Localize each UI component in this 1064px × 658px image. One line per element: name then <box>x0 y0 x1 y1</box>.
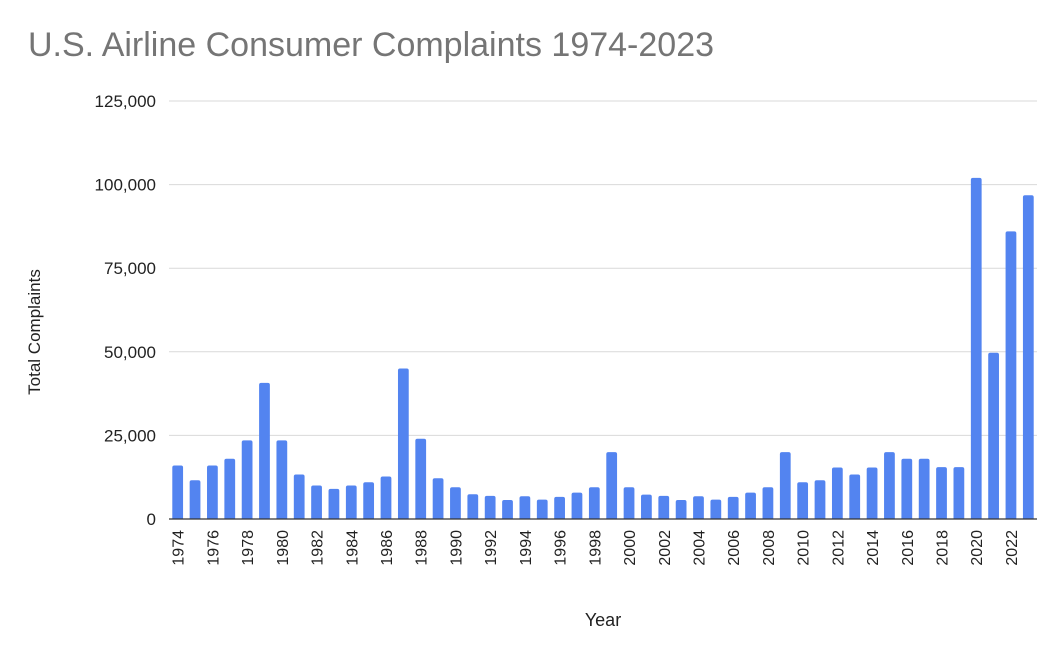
chart-title: U.S. Airline Consumer Complaints 1974-20… <box>28 26 715 64</box>
bar-2019 <box>953 467 965 519</box>
bar-2000 <box>623 487 635 519</box>
x-tick-label: 2018 <box>935 530 952 566</box>
y-tick-label: 100,000 <box>95 176 156 195</box>
x-tick-label: 2006 <box>726 530 743 566</box>
x-tick-label: 1992 <box>483 530 500 566</box>
x-tick-label: 2010 <box>796 530 813 566</box>
x-tick-label: 1998 <box>587 530 604 566</box>
x-axis-title: Year <box>584 610 622 630</box>
bar-2018 <box>936 467 947 519</box>
bar-1993 <box>502 499 513 519</box>
x-tick-label: 2008 <box>761 530 778 566</box>
bar-2005 <box>710 499 722 519</box>
x-tick-label: 1988 <box>414 530 431 566</box>
bar-2010 <box>797 482 809 519</box>
x-tick-label: 1978 <box>240 530 257 566</box>
bar-1990 <box>450 487 461 519</box>
bar-2012 <box>831 467 843 519</box>
bar-1979 <box>259 382 270 519</box>
bar-1997 <box>571 492 583 519</box>
x-tick-label: 2014 <box>865 530 882 566</box>
bar-2006 <box>727 496 739 519</box>
bar-2021 <box>988 352 999 519</box>
bar-1995 <box>536 499 548 519</box>
y-tick-label: 75,000 <box>104 259 156 278</box>
x-tick-label: 1984 <box>344 530 361 566</box>
bar-1998 <box>588 487 600 519</box>
x-tick-label: 2000 <box>622 530 639 566</box>
x-tick-label: 1976 <box>205 530 222 566</box>
x-tick-label: 2020 <box>969 530 986 566</box>
x-tick-label: 1974 <box>171 530 188 566</box>
bar-2002 <box>658 495 670 519</box>
bar-1983 <box>328 488 340 519</box>
bar-1980 <box>276 440 288 519</box>
bar-1977 <box>224 458 236 519</box>
x-tick-label: 1994 <box>518 530 535 566</box>
x-tick-label: 2012 <box>830 530 847 566</box>
bar-2014 <box>866 467 878 519</box>
bar-2013 <box>849 474 861 519</box>
bar-1986 <box>380 476 392 519</box>
bar-2016 <box>901 458 913 519</box>
bar-1991 <box>467 494 479 519</box>
x-tick-label: 1986 <box>379 530 396 566</box>
bar-2009 <box>779 452 791 519</box>
bar-1974 <box>172 465 184 519</box>
bar-2001 <box>641 494 652 519</box>
bar-2007 <box>745 492 756 519</box>
bar-1981 <box>293 474 305 519</box>
bar-2004 <box>693 496 704 519</box>
y-tick-label: 0 <box>147 510 156 529</box>
bar-1994 <box>519 496 531 519</box>
bar-1996 <box>554 496 565 519</box>
bar-1976 <box>207 465 218 519</box>
bar-1975 <box>189 480 201 519</box>
bar-1999 <box>606 452 618 519</box>
x-tick-label: 1982 <box>310 530 327 566</box>
x-tick-label: 2004 <box>691 530 708 566</box>
x-tick-label: 2016 <box>900 530 917 566</box>
bar-2015 <box>884 452 895 519</box>
bar-1989 <box>432 478 444 519</box>
bar-2017 <box>918 458 930 519</box>
bar-2020 <box>970 177 982 520</box>
bar-2008 <box>762 487 774 519</box>
bar-2022 <box>1005 231 1017 519</box>
bar-1982 <box>311 485 322 519</box>
bar-1987 <box>397 368 409 519</box>
x-tick-label: 1990 <box>448 530 465 566</box>
bar-1992 <box>484 495 496 519</box>
bar-1984 <box>345 485 357 519</box>
x-tick-label: 2022 <box>1004 530 1021 566</box>
bar-2003 <box>675 499 687 519</box>
bar-2011 <box>814 480 826 519</box>
x-tick-label: 1996 <box>553 530 570 566</box>
bar-1988 <box>415 438 427 519</box>
bar-1978 <box>241 440 253 519</box>
y-tick-label: 50,000 <box>104 343 156 362</box>
y-tick-label: 25,000 <box>104 426 156 445</box>
y-tick-label: 125,000 <box>95 92 156 111</box>
x-tick-label: 2002 <box>657 530 674 566</box>
bar-2023 <box>1022 195 1034 520</box>
x-tick-label: 1980 <box>275 530 292 566</box>
bar-1985 <box>363 482 375 519</box>
